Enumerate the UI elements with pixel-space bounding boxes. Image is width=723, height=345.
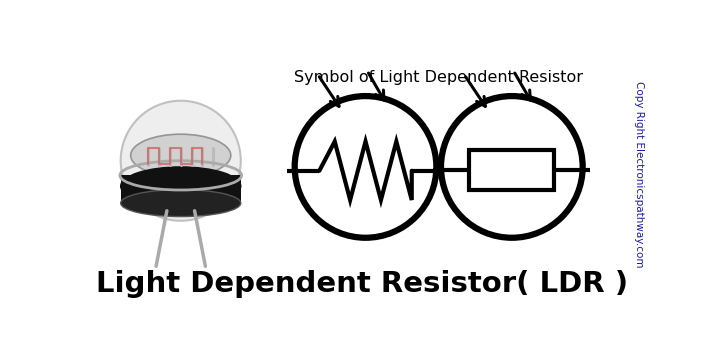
FancyArrowPatch shape xyxy=(369,73,384,100)
Circle shape xyxy=(121,101,241,221)
Ellipse shape xyxy=(121,167,241,205)
Ellipse shape xyxy=(131,134,231,177)
FancyArrowPatch shape xyxy=(320,77,339,106)
Text: Copy Right Electronicspathway.com: Copy Right Electronicspathway.com xyxy=(634,81,644,268)
FancyArrowPatch shape xyxy=(466,77,485,106)
Bar xyxy=(121,175,241,203)
Ellipse shape xyxy=(121,190,241,217)
FancyArrowPatch shape xyxy=(515,73,530,100)
Text: Symbol of Light Dependent Resistor: Symbol of Light Dependent Resistor xyxy=(294,70,583,85)
Bar xyxy=(469,150,555,190)
Text: Light Dependent Resistor( LDR ): Light Dependent Resistor( LDR ) xyxy=(95,270,628,298)
